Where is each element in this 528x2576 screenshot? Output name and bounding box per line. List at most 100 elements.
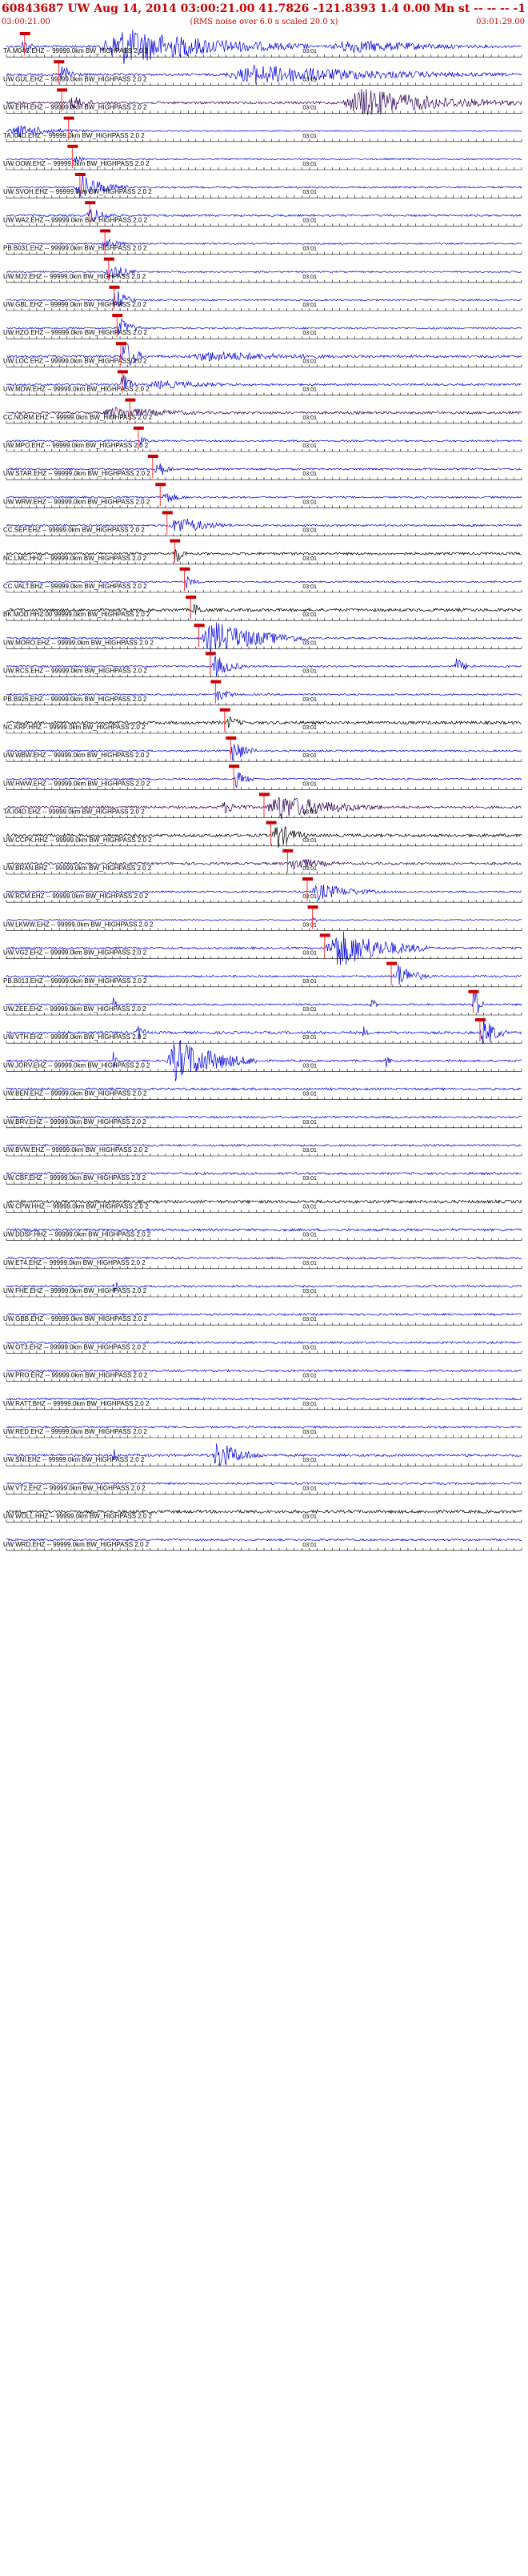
pick-marker [19,32,30,35]
tick-label: 03:01 [302,697,317,703]
waveform-line [6,267,522,279]
trace-row: 03:01 UW.WBW.EHZ -- 99999.0km BW_HIGHPASS… [3,736,522,762]
trace-stack: 03:01 TA.M04C.EHZ -- 99999.0km BW_HIGHPAS… [3,29,522,1551]
tick-label: 03:01 [302,1458,317,1463]
waveform-line [6,89,522,115]
waveform-line [6,603,522,615]
end-time-label: 03:01:29.00 [476,18,525,26]
trace-row: 03:01 UW.FHE.EHZ -- 99999.0km BW_HIGHPASS… [3,1281,522,1298]
tick-label: 03:01 [302,725,317,731]
tick-label: 03:01 [302,612,317,618]
station-label: UW.BRAN.BHZ -- 99999.0km BW_HIGHPASS 2.0… [3,865,152,872]
trace-row: 03:01 UW.WRW.EHZ -- 99999.0km BW_HIGHPASS… [3,483,522,508]
station-label: UW.LKWW.EHZ -- 99999.0km BW_HIGHPASS 2.0… [3,921,154,928]
pick-marker [179,567,190,571]
station-label: UW.RED.EHZ -- 99999.0km BW_HIGHPASS 2.0 … [3,1428,147,1435]
tick-label: 03:01 [302,1148,317,1154]
pick-marker [100,229,111,233]
trace-row: 03:01 PB.B013.EHZ -- 99999.0km BW_HIGHPAS… [3,961,522,988]
trace-row: 03:01 TA.M04C.EHZ -- 99999.0km BW_HIGHPAS… [3,29,522,65]
station-label: UW.HZO.EHZ -- 99999.0km BW_HIGHPASS 2.0 … [3,329,147,336]
station-label: UW.RATT.BHZ -- 99999.0km BW_HIGHPASS 2.0… [3,1400,150,1407]
pick-marker [226,736,237,740]
station-label: UW.VTH.EHZ -- 99999.0km BW_HIGHPASS 2.0 … [3,1033,147,1041]
station-label: UW.GBB.EHZ -- 99999.0km BW_HIGHPASS 2.0 … [3,1315,147,1322]
trace-row: 03:01 PB.B031.EHZ -- 99999.0km BW_HIGHPAS… [3,229,522,255]
waveform-line [6,29,522,65]
tick-label: 03:01 [302,838,317,844]
pick-marker [85,201,96,205]
pick-marker [205,652,216,656]
station-label: NC.KRP.HHZ -- 99999.0km BW_HIGHPASS 2.0 … [3,724,146,731]
trace-row: 03:01 UW.CBF.EHZ -- 99999.0km BW_HIGHPASS… [3,1171,522,1185]
tick-label: 03:01 [302,951,317,957]
pick-marker [103,257,114,261]
waveform-line [6,859,522,871]
trace-row: 03:01 UW.HZO.EHZ -- 99999.0km BW_HIGHPASS… [3,314,522,339]
station-label: UW.CCPK.HHZ -- 99999.0km BW_HIGHPASS 2.0… [3,837,152,844]
pick-marker [468,989,479,993]
station-label: UW.GUL.EHZ -- 99999.0km BW_HIGHPASS 2.0 … [3,75,147,82]
station-label: UW.CBF.EHZ -- 99999.0km BW_HIGHPASS 2.0 … [3,1174,146,1182]
waveform-line [6,291,522,307]
tick-label: 03:01 [302,247,317,252]
tick-label: 03:01 [302,1345,317,1350]
waveform-line [6,1538,522,1542]
tick-label: 03:01 [302,415,317,421]
station-label: UW.VT2.EHZ -- 99999.0km BW_HIGHPASS 2.0 … [3,1484,146,1491]
tick-label: 03:01 [302,303,317,308]
tick-label: 03:01 [302,359,317,364]
tick-label: 03:01 [302,443,317,449]
tick-label: 03:01 [302,106,317,111]
tick-label: 03:01 [302,979,317,985]
tick-label: 03:01 [302,1374,317,1379]
trace-row: 03:01 UW.RCS.EHZ -- 99999.0km BW_HIGHPASS… [3,652,522,677]
station-label: UW.MPO.EHZ -- 99999.0km BW_HIGHPASS 2.0 … [3,442,149,449]
waveform-line [6,744,522,761]
trace-row: 03:01 UW.RCM.EHZ -- 99999.0km BW_HIGHPASS… [3,877,522,903]
tick-label: 03:01 [302,1543,317,1548]
tick-label: 03:01 [302,1204,317,1210]
station-label: UW.OT3.EHZ -- 99999.0km BW_HIGHPASS 2.0 … [3,1343,146,1350]
pick-marker [63,116,74,120]
station-label: UW.HWW.EHZ -- 99999.0km BW_HIGHPASS 2.0 … [3,780,150,787]
tick-label: 03:01 [302,218,317,223]
station-label: UW.STAR.EHZ -- 99999.0km BW_HIGHPASS 2.0… [3,470,150,477]
waveform-line [6,1369,522,1373]
station-label: UW.WRW.EHZ -- 99999.0km BW_HIGHPASS 2.0 … [3,498,150,505]
pick-marker [116,342,127,346]
waveform-line [6,493,522,503]
waveform-line [6,1281,522,1292]
tick-label: 03:01 [302,781,317,787]
waveform-line [6,126,522,138]
trace-row: 03:01 UW.BRAN.BHZ -- 99999.0km BW_HIGHPAS… [3,849,522,875]
trace-row: 03:01 UW.CPW.HHZ -- 99999.0km BW_HIGHPASS… [3,1199,522,1213]
trace-row: 03:01 UW.MPO.EHZ -- 99999.0km BW_HIGHPASS… [3,426,522,452]
station-label: UW.RCS.EHZ -- 99999.0km BW_HIGHPASS 2.0 … [3,668,147,675]
station-label: UW.DDSF.HHZ -- 99999.0km BW_HIGHPASS 2.0… [3,1231,151,1238]
waveform-line [6,622,522,653]
tick-label: 03:01 [302,331,317,336]
pick-marker [282,849,294,853]
trace-row: 03:01 UW.WRD.EHZ -- 99999.0km BW_HIGHPASS… [3,1538,522,1551]
tick-label: 03:01 [302,1486,317,1491]
waveform-line [6,992,522,1013]
tick-label: 03:01 [302,77,317,82]
start-time-label: 03:00:21.00 [2,18,50,26]
trace-row: 03:01 UW.PRO.EHZ -- 99999.0km BW_HIGHPASS… [3,1369,522,1382]
waveform-line [6,716,522,728]
station-label: UW.MDW.EHZ -- 99999.0km BW_HIGHPASS 2.0 … [3,386,150,393]
waveform-line [6,1443,522,1467]
waveform-line [6,239,522,247]
pick-marker [307,905,318,909]
trace-row: 03:01 UW.WA2.EHZ -- 99999.0km BW_HIGHPASS… [3,201,522,227]
station-label: BK.MOD.HHZ.00 99999.0km BW_HIGHPASS 2.0 … [3,611,150,618]
pick-marker [54,60,65,64]
tick-label: 03:01 [302,471,317,477]
waveform-line [6,1199,522,1205]
tick-label: 03:01 [302,640,317,646]
waveform-line [6,156,522,163]
tick-label: 03:01 [302,1035,317,1041]
waveform-line [6,174,522,198]
tick-label: 03:01 [302,387,317,393]
